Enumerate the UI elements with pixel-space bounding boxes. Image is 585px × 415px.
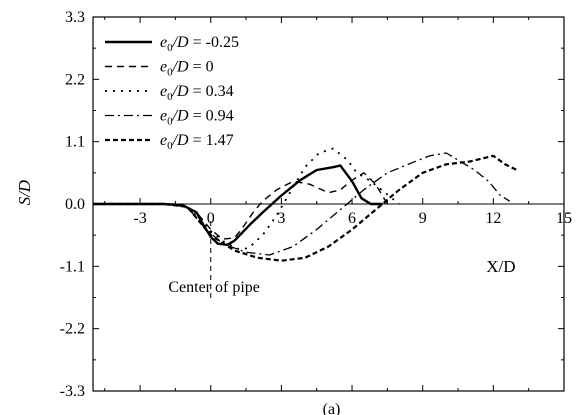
y-tick-label: -1.1 [60,258,85,275]
y-axis-label: S/D [15,179,34,205]
legend-label-5: e0/D = 1.47 [160,132,234,152]
series-line-3 [93,147,400,251]
figure-caption: (a) [323,401,341,415]
x-axis-label: X/D [486,257,515,276]
series-line-1 [93,164,383,246]
x-tick-label: 9 [419,210,427,227]
legend-label-1: e0/D = -0.25 [160,34,239,54]
legend: e0/D = -0.25 e0/D = 0 e0/D = 0.34 e0/D = 0.… [105,34,239,152]
y-tick-label: 0.0 [65,196,85,213]
series-line-2 [93,172,389,240]
series-line-5 [93,154,518,262]
legend-label-2: e0/D = 0 [160,59,214,79]
legend-label-3: e0/D = 0.34 [160,83,234,103]
y-tick-label: 1.1 [65,134,85,151]
x-tick-label: 12 [485,210,501,227]
legend-label-4: e0/D = 0.94 [160,108,234,128]
annotation-center-of-pipe: Center of pipe [168,279,260,296]
x-tick-label: 3 [277,210,285,227]
tick-labels: -3 0 3 6 9 12 15 3.3 2.2 1.1 0.0 -1.1 -2.2 -3.3 [60,9,572,400]
y-tick-label: 2.2 [65,71,85,88]
x-tick-label: 15 [556,210,572,227]
y-tick-label: 3.3 [65,9,85,26]
y-tick-label: -2.2 [60,321,85,338]
x-tick-label: 0 [207,210,215,227]
y-tick-label: -3.3 [60,383,85,400]
series-layer [93,147,518,262]
x-tick-label: -3 [133,210,146,227]
x-tick-label: 6 [348,210,356,227]
series-line-4 [93,152,511,256]
